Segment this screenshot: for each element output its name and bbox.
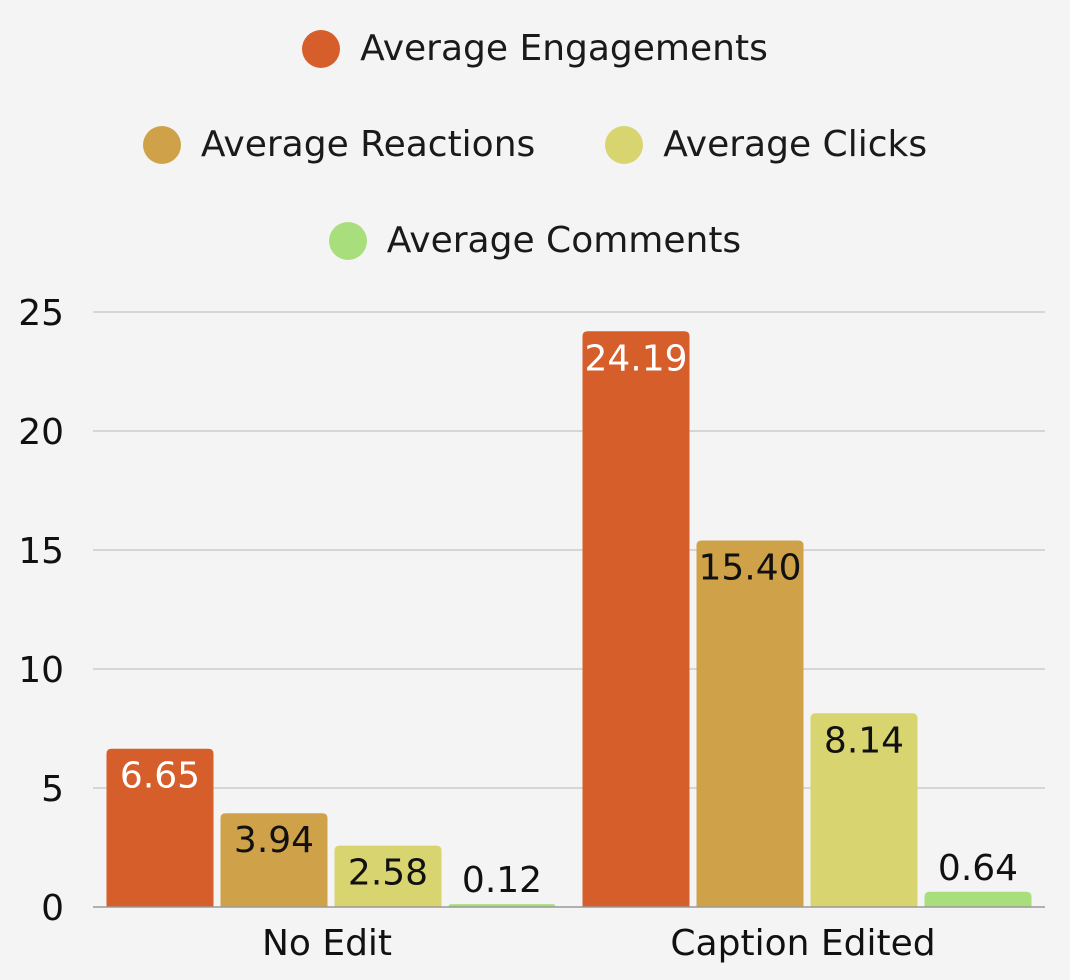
legend-row-2: Average Reactions Average Clicks (0, 124, 1070, 165)
bar (582, 331, 690, 907)
bar-value-label: 0.64 (938, 848, 1018, 889)
x-category-label: Caption Edited (670, 923, 935, 964)
y-tick-label: 10 (18, 650, 64, 691)
bar-value-label: 3.94 (234, 820, 314, 861)
legend-item-clicks: Average Clicks (605, 124, 927, 165)
bar-value-label: 0.12 (462, 860, 542, 901)
legend-item-engagements: Average Engagements (302, 28, 768, 69)
legend-row-3: Average Comments (0, 220, 1070, 261)
bar-value-label: 6.65 (120, 756, 200, 797)
bar (334, 845, 442, 907)
legend-swatch-clicks (605, 125, 644, 164)
bar-value-label: 24.19 (584, 338, 687, 379)
y-tick-label: 0 (41, 888, 64, 929)
legend-row-1: Average Engagements (0, 28, 1070, 69)
bar (220, 813, 328, 907)
legend-swatch-comments (328, 221, 367, 260)
bar (810, 713, 918, 907)
bar (696, 540, 804, 907)
bar (106, 748, 214, 907)
legend-swatch-engagements (302, 29, 341, 68)
legend-item-comments: Average Comments (328, 220, 742, 261)
legend-item-reactions: Average Reactions (142, 124, 536, 165)
legend-label-clicks: Average Clicks (663, 124, 928, 165)
y-tick-label: 5 (41, 769, 64, 810)
y-tick-label: 25 (18, 293, 64, 334)
y-tick-label: 15 (18, 531, 64, 572)
y-tick-label: 20 (18, 412, 64, 453)
bar-value-label: 2.58 (348, 853, 428, 894)
legend-label-engagements: Average Engagements (360, 28, 768, 69)
legend-label-comments: Average Comments (386, 220, 742, 261)
bar-value-label: 15.40 (698, 547, 801, 588)
bar (924, 891, 1032, 907)
legend-swatch-reactions (142, 125, 181, 164)
bar-value-label: 8.14 (824, 720, 904, 761)
legend-label-reactions: Average Reactions (200, 124, 536, 165)
x-category-label: No Edit (262, 923, 392, 964)
